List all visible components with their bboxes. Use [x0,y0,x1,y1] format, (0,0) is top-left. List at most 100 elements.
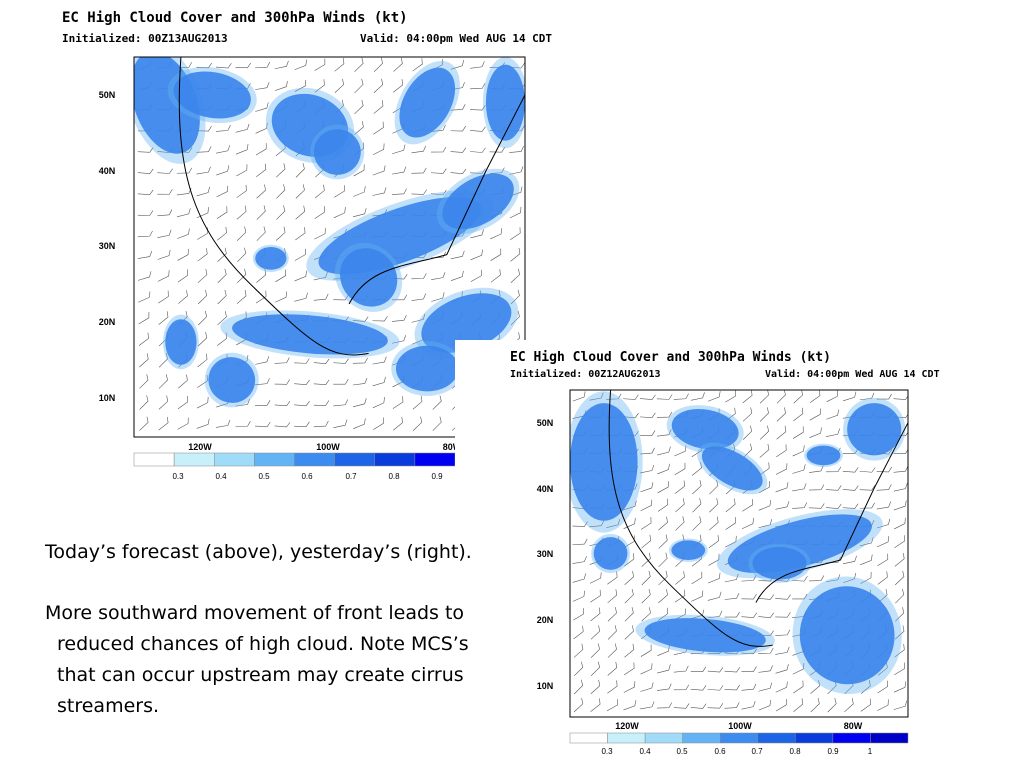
wind-barb [255,400,271,406]
wind-barb [742,499,753,512]
wind-barb [572,556,587,564]
lat-label: 10N [99,393,116,403]
wind-barb [314,58,326,71]
wind-barb [393,57,403,72]
wind-barb [412,58,423,72]
wind-barb [877,661,888,676]
wind-barb [589,520,605,528]
wind-barb [572,573,586,583]
wind-barb [624,570,634,585]
wind-barb [450,60,464,70]
wind-barb [411,273,427,280]
wind-barb [354,99,364,115]
cloud-area [421,293,512,353]
wind-barb [894,570,905,586]
wind-barb [391,294,408,301]
coastline [178,57,525,356]
wind-barb [313,420,329,428]
wind-barb [742,443,753,459]
colorbar-swatch [682,732,721,744]
wind-barb [623,394,639,400]
lon-label: 120W [615,721,639,731]
wind-barb [158,374,168,389]
wind-barb [137,147,154,153]
wind-barb [877,536,890,548]
wind-barb [354,57,364,72]
cloud-area [485,64,525,141]
wind-barb [392,396,404,409]
wind-barb [894,535,905,548]
wind-barb [590,607,601,622]
wind-barb [658,534,668,549]
wind-barb [137,210,154,216]
wind-barb [255,421,271,428]
wind-barb [255,290,267,304]
wind-barb [431,124,446,132]
colorbar-swatch [870,732,909,744]
wind-barb [690,685,707,691]
wind-barb [450,270,464,281]
wind-barb [450,250,465,260]
wind-barb [759,407,769,422]
wind-barb [138,291,151,303]
wind-barb [589,392,604,401]
caption: Today’s forecast (above), yesterday’s (r… [45,541,472,563]
wind-barb [758,500,772,511]
wind-barb [139,416,149,431]
wind-barb [294,400,310,407]
cloud-edge [394,60,460,145]
cloud-edge [252,244,289,273]
wind-barb [255,378,270,386]
wind-barb [894,625,905,640]
colorbar-swatch [254,452,295,467]
wind-barb [158,311,169,325]
cloud-area [799,586,895,685]
cloud-edge [134,57,206,164]
wind-barb [759,390,770,404]
wind-barb [393,416,403,431]
wind-barb [137,251,153,259]
wind-barb [334,57,345,72]
wind-barb [372,143,385,155]
cloud-area [232,314,388,355]
wind-barb [509,146,524,153]
cloud-edge [668,538,708,563]
wind-barb [709,479,719,495]
wind-barb [353,164,365,177]
wind-barb [792,426,804,439]
wind-barb [691,590,704,602]
wind-barb [775,646,790,655]
wind-barb [859,502,875,509]
wind-barb [607,643,617,658]
wind-barb [623,412,639,419]
wind-barb [256,163,267,177]
wind-barb [825,466,842,473]
wind-barb [372,356,387,365]
wind-barb [707,610,723,619]
wind-barb [295,184,305,199]
wind-barb [256,269,267,283]
cloud-area [847,403,902,456]
wind-barb [573,661,584,676]
wind-barb [793,698,804,712]
lon-label: 80W [443,442,462,452]
wind-barb [690,703,707,709]
wind-barb [675,498,685,513]
wind-barb [411,293,427,301]
wind-barb [792,483,807,492]
wind-barb [758,594,774,600]
wind-barb [334,185,345,198]
wind-barb [276,205,286,220]
wind-barb [176,208,191,218]
lat-label: 40N [537,484,554,494]
wind-barb [391,166,407,175]
wind-barb [295,227,306,241]
wind-barb [197,332,208,347]
wind-barb [139,395,149,410]
wind-barb [275,269,287,283]
wind-barb [235,123,250,133]
wind-barb [137,189,154,195]
wind-barb [809,427,822,438]
wind-barb [217,247,227,262]
